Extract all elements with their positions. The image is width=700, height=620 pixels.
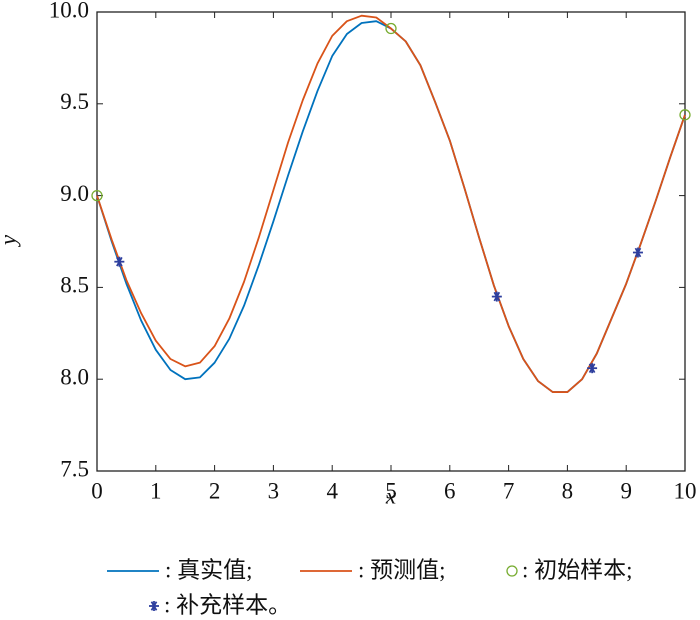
y-tick-label: 8.0 <box>60 364 89 389</box>
legend-label: : 补充样本。 <box>164 592 291 617</box>
y-tick-label: 8.5 <box>60 273 89 298</box>
x-axis-label: x <box>385 483 397 508</box>
y-tick-label: 9.0 <box>60 181 89 206</box>
legend-label: : 真实值; <box>165 557 253 582</box>
star-marker <box>632 247 643 258</box>
star-marker <box>114 256 125 267</box>
legend-swatch <box>506 565 518 577</box>
x-tick-label: 6 <box>444 478 456 503</box>
star-marker <box>587 363 598 374</box>
x-tick-label: 4 <box>326 478 338 503</box>
x-tick-label: 2 <box>209 478 221 503</box>
x-tick-label: 9 <box>620 478 632 503</box>
x-tick-label: 8 <box>562 478 574 503</box>
y-tick-label: 7.5 <box>60 456 89 481</box>
x-tick-label: 1 <box>150 478 162 503</box>
star-marker <box>491 291 502 302</box>
sample-point <box>91 189 103 202</box>
y-axis-label: y <box>0 234 20 247</box>
legend-label: : 预测值; <box>358 557 446 582</box>
sample-point <box>385 22 397 35</box>
star-marker <box>149 601 159 611</box>
series-line <box>96 20 686 393</box>
y-tick-label: 10.0 <box>49 0 89 22</box>
x-tick-label: 7 <box>503 478 515 503</box>
plot-frame <box>96 11 686 472</box>
x-tick-label: 3 <box>268 478 280 503</box>
x-tick-label: 0 <box>91 478 103 503</box>
sample-point <box>679 109 691 121</box>
series-line <box>96 14 686 393</box>
x-tick-label: 5 <box>385 478 397 503</box>
y-tick-label: 9.5 <box>60 89 89 114</box>
legend-label: : 初始样本; <box>522 557 633 582</box>
x-tick-label: 10 <box>674 478 697 503</box>
